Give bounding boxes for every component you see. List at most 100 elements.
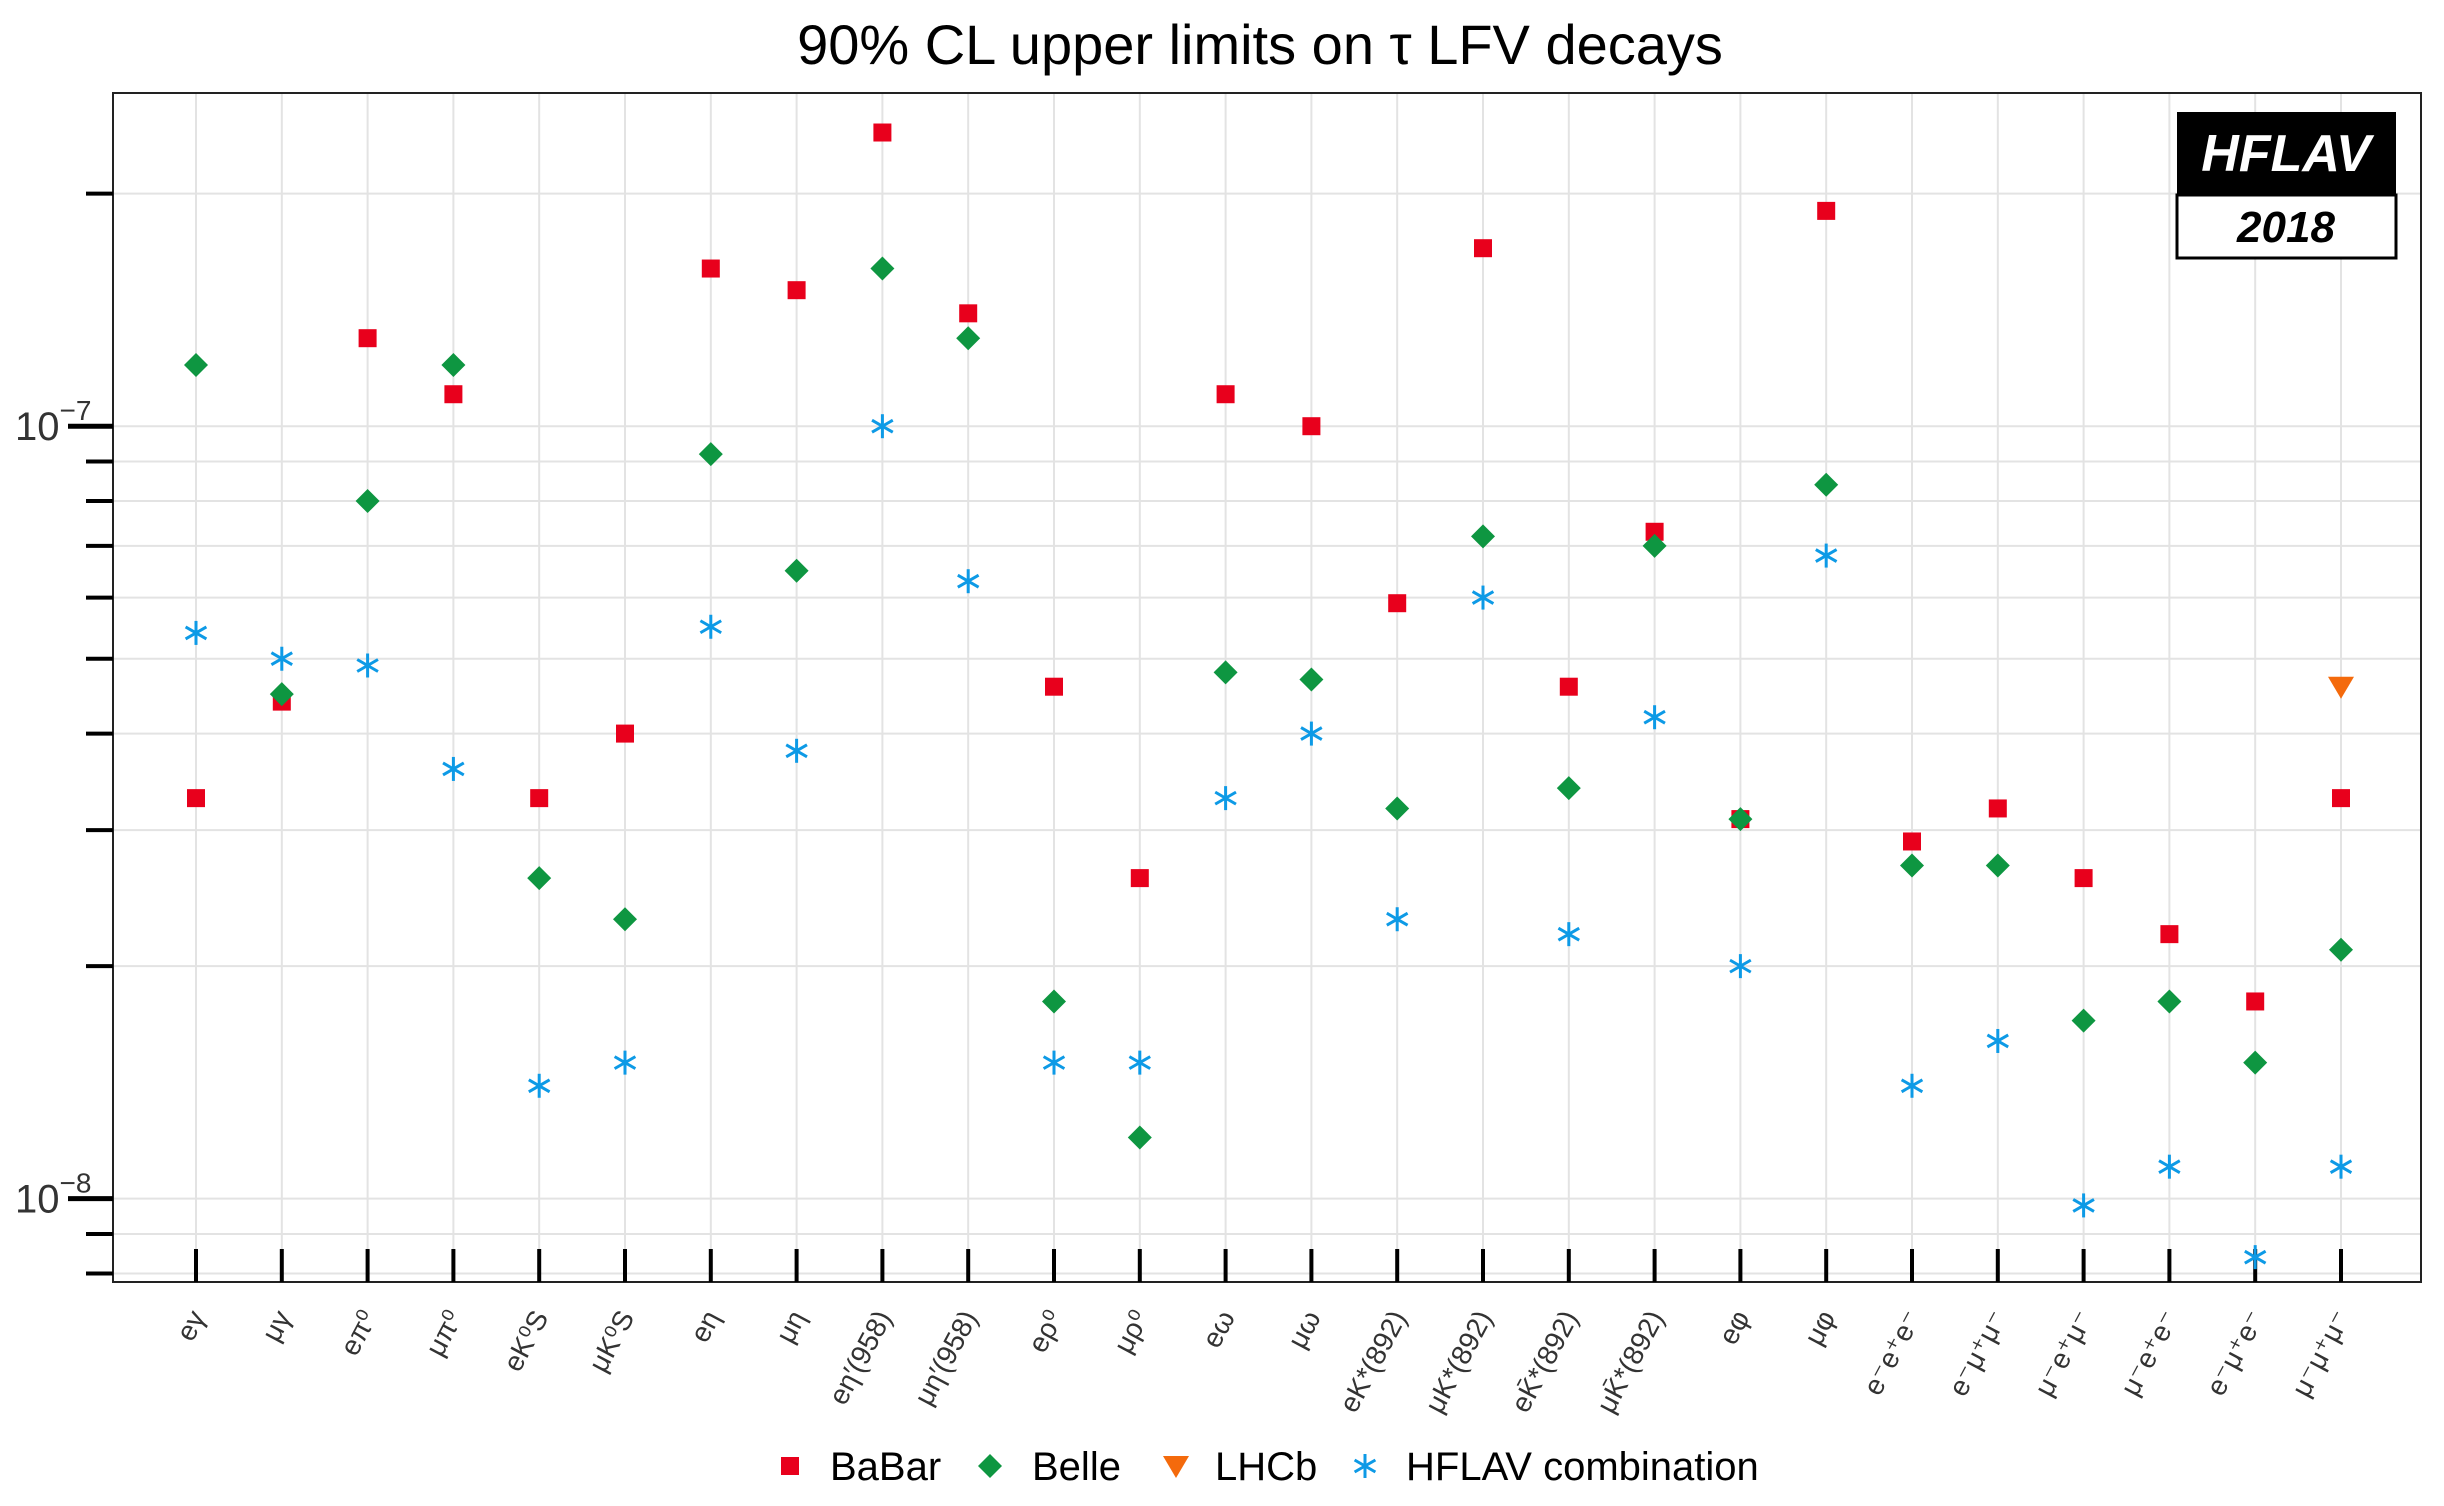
marker-stroke — [1815, 548, 1838, 563]
babar-point — [1559, 677, 1578, 696]
hflav-combination-point — [785, 738, 808, 763]
x-tick-label: e⁻μ⁺μ⁻ — [1942, 1305, 2013, 1401]
babar-point — [2160, 925, 2179, 944]
x-tick-label: μη — [770, 1305, 812, 1348]
babar-point — [1216, 385, 1235, 404]
hflav-combination-point — [613, 1050, 637, 1075]
hflav-combination-point — [184, 620, 208, 645]
logo-year-box — [2175, 193, 2398, 260]
babar-point — [873, 123, 892, 142]
marker-stroke — [785, 743, 808, 759]
y-tick-label: 10−7 — [15, 395, 91, 449]
marker-stroke — [356, 658, 379, 673]
marker-stroke — [528, 1078, 551, 1094]
logo-name: HFLAV — [2201, 125, 2375, 183]
belle-point — [1299, 667, 1324, 692]
hflav-combination-point — [1471, 585, 1495, 610]
x-tick-label: μρ⁰ — [1107, 1305, 1155, 1358]
x-tick-label: μK̄*(892) — [1590, 1305, 1670, 1418]
x-tick-label: μK*(892) — [1419, 1305, 1499, 1418]
chart-title: 90% CL upper limits on τ LFV decays — [797, 13, 1723, 76]
y-axis: 10−7 10−8 — [15, 191, 113, 1276]
hflav-combination-point — [2244, 1245, 2267, 1270]
babar-point — [187, 789, 205, 808]
legend-babar-label: BaBar — [830, 1445, 941, 1489]
marker-stroke — [1729, 958, 1752, 974]
babar-point — [1130, 869, 1149, 888]
marker-stroke — [1900, 1078, 1924, 1094]
belle-point — [1642, 533, 1667, 558]
hflav-combination-point — [270, 646, 293, 671]
hflav-logo: HFLAV 2018 — [2175, 112, 2398, 260]
babar-point — [1645, 522, 1664, 541]
hflav-combination-point — [699, 614, 722, 639]
x-tick-label: eγ — [170, 1305, 211, 1346]
babar-point — [2332, 789, 2350, 808]
marker-stroke — [699, 619, 722, 635]
hflav-combination-point — [871, 414, 894, 439]
marker-stroke — [1300, 726, 1323, 741]
babar-point — [1817, 201, 1836, 220]
legend-lhcb-label: LHCb — [1215, 1445, 1317, 1489]
legend-belle-label: Belle — [1032, 1445, 1121, 1489]
marker-stroke — [1214, 790, 1237, 806]
marker-stroke — [871, 418, 894, 434]
x-tick-label: μ⁻μ⁺μ⁻ — [2285, 1305, 2356, 1401]
marker-stroke — [1128, 1055, 1151, 1070]
legend-lhcb-marker — [1163, 1456, 1189, 1478]
legend-hflav-combination-marker — [1353, 1454, 1377, 1478]
babar-point — [1388, 594, 1407, 613]
legend-belle-marker — [978, 1454, 1002, 1478]
belle-point — [2071, 1008, 2096, 1033]
legend: BaBar Belle LHCb HFLAV combination — [781, 1445, 1759, 1489]
x-tick-label: eK̄*(892) — [1505, 1305, 1584, 1417]
babar-point — [358, 329, 377, 348]
x-tick-label: μπ⁰ — [419, 1305, 468, 1361]
babar-point — [959, 304, 978, 323]
belle-point — [1814, 472, 1839, 497]
babar-point — [616, 724, 634, 743]
marker-stroke — [442, 761, 465, 777]
marker-stroke — [1353, 1458, 1377, 1474]
babar-point — [1988, 799, 2007, 818]
x-tick-label: μ⁻e⁺μ⁻ — [2028, 1305, 2099, 1401]
marker-stroke — [1643, 709, 1666, 725]
belle-point — [1127, 1125, 1152, 1150]
marker-stroke — [1986, 1033, 2009, 1049]
x-tick-label: e⁻e⁺e⁻ — [1857, 1305, 1927, 1400]
babar-point — [530, 789, 549, 808]
babar-point — [701, 259, 720, 278]
hflav-combination-point — [1643, 705, 1666, 730]
grid — [113, 93, 2421, 1282]
marker-stroke — [2072, 1198, 2095, 1213]
marker-stroke — [1386, 911, 1409, 927]
belle-point — [1213, 660, 1238, 685]
x-tick-label: μK⁰S — [583, 1305, 641, 1377]
belle-point — [1900, 853, 1924, 878]
x-tick-label: eπ⁰ — [334, 1305, 383, 1360]
belle-point — [1556, 776, 1581, 801]
hflav-combination-point — [1386, 907, 1409, 932]
belle-point — [956, 326, 981, 351]
hflav-combination-point — [1042, 1050, 1066, 1075]
marker-stroke — [2244, 1249, 2267, 1265]
marker-stroke — [270, 651, 293, 667]
x-tick-label: eρ⁰ — [1022, 1305, 1069, 1357]
marker-stroke — [184, 625, 208, 641]
plot-frame — [112, 92, 2422, 1283]
hflav-combination-point — [1986, 1028, 2009, 1053]
babar-point — [1302, 417, 1321, 436]
belle-point — [527, 866, 552, 891]
legend-hflav-combination-label: HFLAV combination — [1406, 1445, 1759, 1489]
belle-point — [2157, 989, 2182, 1014]
babar-point — [1045, 677, 1063, 696]
belle-point — [269, 682, 294, 707]
data-points — [184, 123, 2354, 1270]
lhcb-point — [2328, 676, 2354, 699]
babar-point — [1474, 239, 1492, 258]
babar-point — [1903, 832, 1921, 851]
hflav-combination-point — [1729, 954, 1752, 979]
belle-point — [1042, 989, 1066, 1014]
hflav-combination-point — [1128, 1050, 1151, 1075]
